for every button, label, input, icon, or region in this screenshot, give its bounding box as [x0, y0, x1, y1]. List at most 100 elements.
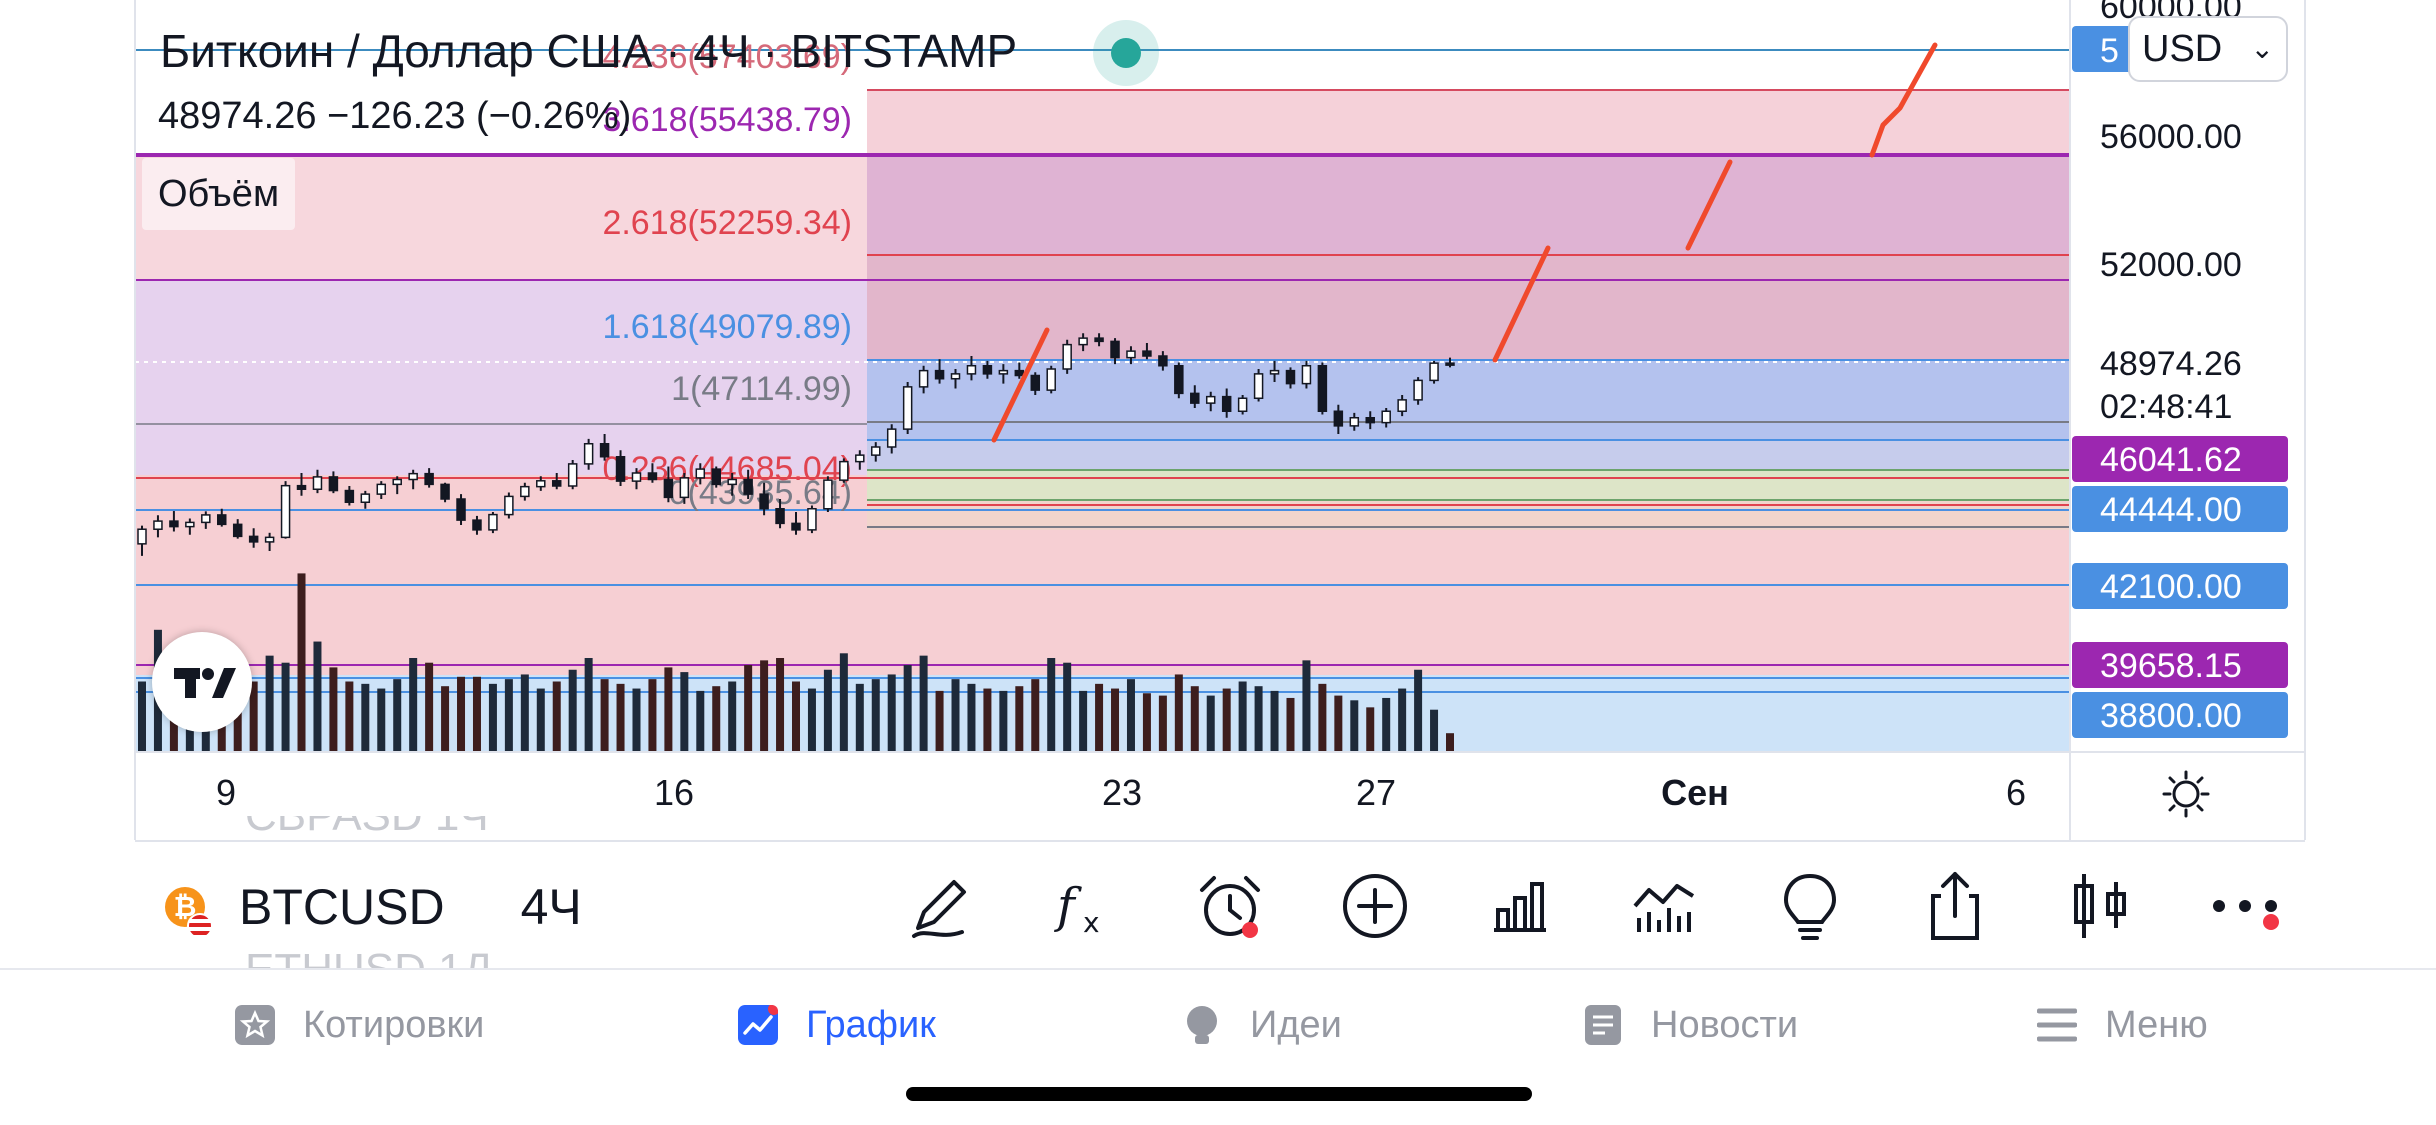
candle-up	[807, 508, 817, 531]
candles-icon[interactable]	[2060, 866, 2140, 946]
volume-bar	[1031, 679, 1040, 752]
candle-up	[902, 386, 913, 430]
candle-down	[1030, 374, 1041, 391]
nav-label: Котировки	[303, 1003, 485, 1046]
volume-bar	[600, 679, 609, 752]
price-axis-badge	[2072, 642, 2288, 688]
price-axis-badge	[2072, 486, 2288, 532]
alert-clock-icon[interactable]	[1190, 866, 1270, 946]
zone-green-right	[867, 470, 2070, 500]
volume-bar	[345, 681, 354, 752]
bottom-navigation: Котировки График Идеи Новости Меню	[0, 968, 2436, 1125]
volume-bar	[552, 681, 561, 752]
candle-down	[743, 478, 753, 495]
nav-label: Идеи	[1250, 1003, 1342, 1046]
candle-up	[966, 365, 977, 375]
add-circle-icon[interactable]	[1335, 866, 1415, 946]
volume-bar	[616, 683, 625, 752]
nav-item-chart[interactable]: График	[738, 990, 936, 1060]
candle-up	[312, 476, 323, 490]
volume-bar	[776, 658, 785, 752]
chart-area[interactable]: 4.236(57403.69) 3.618(55438.79) 2.618(5225…	[0, 0, 2436, 840]
volume-bar	[664, 667, 673, 752]
volume-bar	[1334, 695, 1343, 752]
candle-down	[169, 520, 179, 528]
volume-bar	[823, 669, 832, 752]
candle-up	[998, 369, 1009, 375]
fib-level-label: 4.236(57403.69)	[602, 38, 852, 76]
candle-up	[1381, 410, 1391, 424]
price-chart[interactable]: 4.236(57403.69) 3.618(55438.79) 2.618(5225…	[0, 0, 2436, 840]
volume-bar	[855, 683, 864, 752]
bitcoin-coin-icon: ₿	[165, 887, 213, 939]
ideas-bulb-icon[interactable]	[1770, 866, 1850, 946]
volume-bar	[313, 641, 322, 752]
time-axis-label: 27	[1355, 772, 1397, 813]
interval-selector[interactable]: 4Ч	[520, 879, 582, 935]
candle-up	[1046, 368, 1056, 391]
volume-bar	[744, 665, 753, 752]
share-icon[interactable]	[1915, 866, 1995, 946]
watchlist-ghost-above: CBPASD 1Ч	[245, 816, 489, 846]
nav-item-news[interactable]: Новости	[1583, 990, 1798, 1060]
candle-down	[1285, 369, 1296, 385]
volume-bar	[1286, 697, 1295, 752]
zone-purple-left	[135, 280, 867, 475]
volume-indicator-label[interactable]: Объём	[142, 158, 296, 230]
price-axis-label: 39658.15	[2100, 647, 2242, 685]
candle-down	[1174, 365, 1184, 395]
fib-level-label: 2.618(52259.34)	[602, 204, 852, 242]
candle-down	[1221, 395, 1232, 412]
nav-item-ideas[interactable]: Идеи	[1182, 990, 1342, 1060]
candle-up	[376, 483, 387, 495]
candle-up	[280, 484, 291, 539]
candle-down	[1445, 362, 1455, 366]
indicators-icon[interactable]	[1625, 866, 1705, 946]
volume-bar	[807, 688, 816, 752]
chart-settings-gear-icon[interactable]	[2160, 768, 2212, 820]
nav-item-quotes[interactable]: Котировки	[235, 990, 484, 1060]
bar-chart-icon[interactable]	[1480, 866, 1560, 946]
tradingview-logo-icon[interactable]	[152, 632, 252, 732]
volume-bar	[792, 681, 800, 752]
volume-bar	[632, 688, 641, 752]
candle-up	[264, 536, 275, 543]
time-axis-label: Сен	[1661, 772, 1729, 813]
candle-down	[1110, 340, 1120, 359]
pen-icon[interactable]	[900, 866, 980, 946]
formula-icon[interactable]: f x	[1045, 866, 1125, 946]
volume-bar	[1015, 686, 1024, 752]
fib-level-label: 3.618(55438.79)	[602, 101, 852, 139]
volume-bar	[377, 688, 386, 752]
candle-up	[520, 485, 530, 498]
volume-bar	[520, 674, 529, 752]
candle-up	[504, 495, 514, 516]
drawn-trend-line	[1869, 42, 1938, 158]
volume-bar	[1398, 688, 1407, 752]
volume-bar	[265, 655, 274, 752]
volume-bar	[233, 688, 242, 752]
volume-bar	[1238, 681, 1247, 752]
volume-bar	[1126, 679, 1135, 752]
menu-icon	[2037, 1008, 2077, 1042]
volume-bar	[1382, 697, 1391, 752]
candle-up	[1301, 365, 1312, 385]
candle-up	[839, 460, 849, 481]
nav-label: График	[806, 1003, 936, 1046]
nav-item-menu[interactable]: Меню	[2037, 990, 2208, 1060]
drawn-trend-line	[991, 327, 1050, 443]
zone-pink-left	[135, 475, 867, 675]
volume-bar	[1254, 686, 1263, 752]
volume-bar	[696, 690, 705, 752]
more-icon[interactable]	[2205, 866, 2285, 946]
symbol-selector[interactable]: ₿ BTCUSD 4Ч	[165, 872, 582, 942]
volume-bar	[1158, 695, 1167, 752]
volume-bar	[983, 688, 992, 752]
fib-level-label: 1.618(49079.89)	[602, 308, 852, 346]
fib-level-label: 0.236(44685.04)	[602, 450, 852, 488]
price-axis-label-top: 5	[2100, 32, 2119, 70]
volume-bar	[1174, 674, 1183, 752]
candle-up	[392, 478, 402, 486]
price-axis-label: 46041.62	[2100, 441, 2242, 479]
currency-select[interactable]: USD ⌄	[2128, 16, 2288, 82]
